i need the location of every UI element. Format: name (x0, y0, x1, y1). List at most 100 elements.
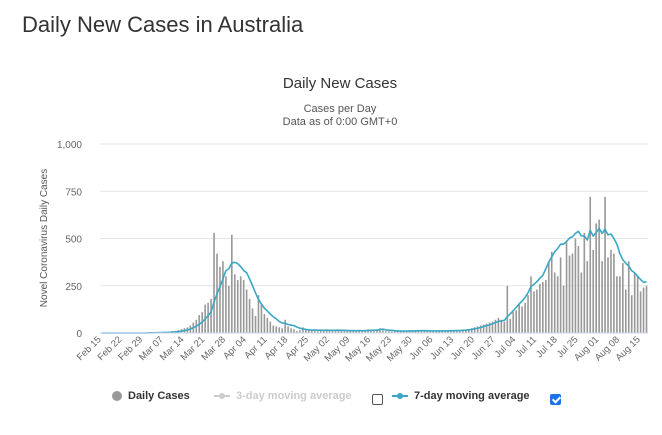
daily-cases-bar[interactable] (225, 276, 227, 333)
daily-cases-bar[interactable] (396, 331, 399, 333)
daily-cases-bar[interactable] (346, 331, 349, 333)
checkbox-7day-average[interactable] (550, 394, 561, 405)
daily-cases-bar[interactable] (364, 330, 366, 333)
daily-cases-bar[interactable] (426, 331, 429, 333)
daily-cases-bar[interactable] (574, 238, 577, 334)
daily-cases-bar[interactable] (462, 329, 464, 333)
daily-cases-bar[interactable] (319, 330, 322, 333)
daily-cases-bar[interactable] (310, 330, 313, 333)
daily-cases-bar[interactable] (299, 330, 301, 333)
daily-cases-bar[interactable] (642, 287, 645, 333)
legend-3day-average[interactable]: 3-day moving average (214, 390, 352, 402)
daily-cases-bar[interactable] (562, 285, 565, 333)
daily-cases-bar[interactable] (589, 196, 592, 333)
daily-cases-bar[interactable] (450, 330, 452, 333)
daily-cases-bar[interactable] (411, 330, 414, 333)
daily-cases-bar[interactable] (506, 285, 509, 333)
daily-cases-bar[interactable] (536, 289, 538, 333)
daily-cases-bar[interactable] (444, 331, 446, 333)
daily-cases-bar[interactable] (207, 302, 209, 333)
daily-cases-bar[interactable] (447, 330, 449, 333)
daily-cases-bar[interactable] (231, 234, 233, 333)
daily-cases-bar[interactable] (583, 232, 586, 333)
daily-cases-bar[interactable] (636, 276, 639, 333)
daily-cases-bar[interactable] (361, 331, 363, 333)
daily-cases-bar[interactable] (385, 331, 387, 333)
daily-cases-bar[interactable] (340, 330, 343, 333)
checkbox-3day-average[interactable] (372, 394, 383, 405)
daily-cases-bar[interactable] (337, 330, 340, 333)
daily-cases-bar[interactable] (432, 331, 435, 333)
daily-cases-bar[interactable] (619, 276, 621, 333)
daily-cases-bar[interactable] (287, 326, 289, 333)
daily-cases-bar[interactable] (485, 323, 488, 333)
daily-cases-bar[interactable] (313, 330, 316, 333)
daily-cases-bar[interactable] (414, 331, 417, 333)
daily-cases-bar[interactable] (260, 304, 263, 333)
daily-cases-bar[interactable] (544, 280, 547, 333)
daily-cases-bar[interactable] (349, 330, 352, 333)
daily-cases-bar[interactable] (607, 257, 609, 333)
seven-day-average-polyline[interactable] (101, 227, 647, 334)
daily-cases-bar[interactable] (476, 326, 479, 333)
daily-cases-bar[interactable] (331, 330, 334, 333)
daily-cases-bar[interactable] (503, 321, 506, 333)
daily-cases-bar[interactable] (393, 330, 396, 333)
daily-cases-bar[interactable] (272, 325, 275, 333)
daily-cases-bar[interactable] (305, 329, 307, 333)
daily-cases-bar[interactable] (577, 246, 580, 333)
daily-cases-bar[interactable] (290, 328, 292, 333)
daily-cases-bar[interactable] (559, 257, 562, 333)
daily-cases-bar[interactable] (213, 232, 215, 333)
daily-cases-bar[interactable] (269, 321, 272, 333)
daily-cases-bar[interactable] (580, 272, 583, 333)
daily-cases-bar[interactable] (571, 253, 574, 333)
daily-cases-bar[interactable] (352, 330, 355, 333)
daily-cases-bar[interactable] (518, 304, 520, 333)
daily-cases-bar[interactable] (417, 330, 420, 333)
daily-cases-bar[interactable] (467, 329, 470, 333)
daily-cases-bar[interactable] (370, 329, 372, 333)
daily-cases-bar[interactable] (222, 261, 224, 333)
legend-7day-average[interactable]: 7-day moving average (392, 390, 530, 402)
daily-cases-bar[interactable] (547, 261, 550, 333)
daily-cases-bar[interactable] (479, 325, 482, 333)
daily-cases-bar[interactable] (556, 276, 559, 333)
daily-cases-bar[interactable] (423, 330, 426, 333)
daily-cases-bar[interactable] (586, 261, 589, 333)
daily-cases-bar[interactable] (358, 331, 360, 333)
daily-cases-bar[interactable] (627, 261, 630, 333)
daily-cases-bar[interactable] (616, 276, 618, 333)
daily-cases-bar[interactable] (459, 330, 461, 333)
daily-cases-bar[interactable] (308, 330, 310, 333)
daily-cases-bar[interactable] (438, 330, 440, 333)
daily-cases-bar[interactable] (598, 219, 600, 333)
daily-cases-bar[interactable] (530, 276, 532, 333)
daily-cases-bar[interactable] (257, 295, 260, 333)
daily-cases-bar[interactable] (622, 263, 624, 333)
daily-cases-bar[interactable] (242, 280, 245, 333)
daily-cases-bar[interactable] (500, 319, 503, 333)
daily-cases-bar[interactable] (376, 329, 378, 333)
daily-cases-bar[interactable] (550, 251, 553, 333)
daily-cases-bar[interactable] (251, 308, 254, 333)
daily-cases-bar[interactable] (281, 328, 283, 333)
daily-cases-bar[interactable] (278, 327, 281, 333)
daily-cases-bar[interactable] (388, 331, 390, 333)
daily-cases-bar[interactable] (343, 330, 346, 333)
daily-cases-bar[interactable] (604, 196, 606, 333)
daily-cases-bar[interactable] (355, 331, 358, 333)
daily-cases-bar[interactable] (453, 331, 455, 333)
daily-cases-bar[interactable] (296, 331, 298, 333)
daily-cases-bar[interactable] (639, 291, 642, 333)
daily-cases-bar[interactable] (239, 276, 242, 333)
daily-cases-bar[interactable] (210, 298, 212, 333)
daily-cases-bar[interactable] (228, 285, 230, 333)
daily-cases-bar[interactable] (553, 272, 556, 333)
daily-cases-bar[interactable] (382, 330, 384, 333)
daily-cases-bar[interactable] (509, 318, 512, 333)
daily-cases-bar[interactable] (568, 255, 571, 333)
daily-cases-bar[interactable] (470, 328, 473, 333)
daily-cases-bar[interactable] (379, 328, 381, 333)
daily-cases-bar[interactable] (613, 253, 615, 333)
